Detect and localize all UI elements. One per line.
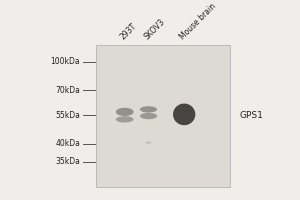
Ellipse shape [140,106,157,113]
Text: 55kDa: 55kDa [55,111,80,120]
Text: 70kDa: 70kDa [55,86,80,95]
Bar [97,45,230,187]
Ellipse shape [116,108,134,116]
Text: 293T: 293T [118,22,138,42]
Text: 35kDa: 35kDa [55,157,80,166]
Ellipse shape [116,116,134,123]
Ellipse shape [173,104,195,125]
Text: 100kDa: 100kDa [50,57,80,66]
Ellipse shape [146,141,152,144]
Text: Mouse brain: Mouse brain [178,2,217,42]
Text: GPS1: GPS1 [239,111,263,120]
Text: 40kDa: 40kDa [55,139,80,148]
Ellipse shape [140,113,157,119]
Text: SKOV3: SKOV3 [142,18,166,42]
